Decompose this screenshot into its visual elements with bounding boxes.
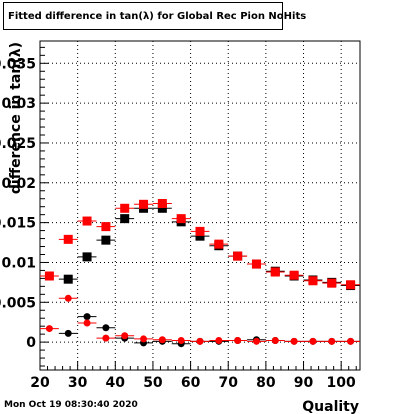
data-point-circle <box>83 313 91 321</box>
data-point-square <box>157 199 167 209</box>
y-tick-label: 0.03 <box>1 96 36 112</box>
timestamp: Mon Oct 19 08:30:40 2020 <box>4 400 138 410</box>
data-point-square <box>82 216 92 226</box>
x-tick-label: 100 <box>327 375 356 391</box>
y-tick-label: 0.035 <box>0 56 36 72</box>
x-tick-label: 30 <box>68 375 88 391</box>
data-point-circle <box>328 337 336 345</box>
data-point-square <box>157 203 167 213</box>
y-tick-label: 0.005 <box>0 295 36 311</box>
data-point-circle <box>290 337 298 345</box>
y-tick-label: 0 <box>26 335 36 351</box>
y-tick-labels: 0 0.005 0.01 0.015 0.02 0.025 0.03 0.035 <box>0 56 36 351</box>
data-point-circle <box>252 337 260 345</box>
data-point-circle <box>347 337 355 345</box>
data-point-circle <box>45 325 53 333</box>
data-point-circle <box>121 332 129 340</box>
data-point-circle <box>83 319 91 327</box>
data-point-circle <box>196 337 204 345</box>
x-tick-label: 40 <box>106 375 126 391</box>
data-point-square <box>214 239 224 249</box>
data-point-circle <box>215 337 223 345</box>
data-point-square <box>327 278 337 288</box>
data-point-circle <box>309 337 317 345</box>
data-point-square <box>251 259 261 269</box>
data-point-circle <box>234 337 242 345</box>
x-tick-label: 70 <box>218 375 238 391</box>
x-tick-label: 60 <box>181 375 201 391</box>
y-tick-label: 0.015 <box>0 216 36 232</box>
y-tick-label: 0.01 <box>1 255 36 271</box>
data-point-circle <box>64 294 72 302</box>
data-point-circle <box>102 334 110 342</box>
data-point-square <box>270 267 280 277</box>
axis-ticks <box>39 46 357 370</box>
x-axis-title: Quality <box>302 399 359 414</box>
data-point-square <box>101 235 111 245</box>
x-tick-labels: 20 30 40 50 60 70 80 90 100 <box>30 375 356 391</box>
data-point-circle <box>140 335 148 343</box>
data-marks <box>40 199 360 348</box>
y-axis-title: difference in tan(λ) <box>8 42 24 194</box>
data-point-circle <box>177 337 185 345</box>
data-point-square <box>289 270 299 280</box>
data-point-square <box>120 203 130 213</box>
y-tick-label: 0.02 <box>1 176 36 192</box>
data-point-square <box>346 280 356 290</box>
data-point-square <box>82 252 92 262</box>
data-point-circle <box>64 329 72 337</box>
plot-frame <box>39 40 361 371</box>
data-point-square <box>101 222 111 232</box>
chart-title-box: Fitted difference in tan(λ) for Global R… <box>3 2 306 30</box>
data-point-square <box>120 214 130 224</box>
data-point-square <box>176 214 186 224</box>
data-point-circle <box>102 324 110 332</box>
data-point-square <box>308 276 318 286</box>
data-point-square <box>195 226 205 236</box>
data-point-circle <box>271 337 279 345</box>
data-point-square <box>233 251 243 261</box>
data-point-square <box>139 199 149 209</box>
data-point-square <box>63 274 73 284</box>
x-tick-label: 50 <box>143 375 163 391</box>
x-tick-label: 80 <box>256 375 276 391</box>
y-tick-label: 0.025 <box>0 136 36 152</box>
chart-title: Fitted difference in tan(λ) for Global R… <box>8 10 307 22</box>
data-point-circle <box>158 336 166 344</box>
data-point-square <box>63 234 73 244</box>
x-tick-label: 20 <box>30 375 50 391</box>
grid <box>40 41 360 370</box>
x-tick-label: 90 <box>294 375 314 391</box>
data-point-square <box>195 231 205 241</box>
data-point-square <box>44 271 54 281</box>
